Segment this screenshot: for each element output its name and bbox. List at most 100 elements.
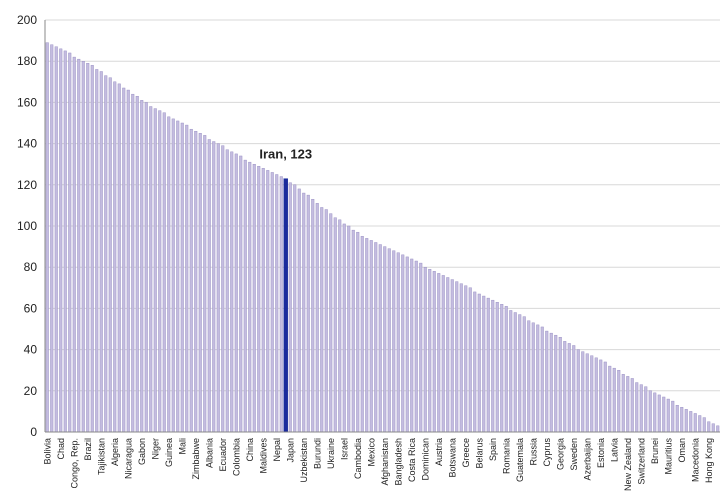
bar bbox=[468, 287, 472, 433]
x-tick-label: Dominican bbox=[420, 438, 430, 481]
bar bbox=[153, 108, 157, 433]
bar bbox=[369, 240, 373, 433]
x-tick-label: Maldives bbox=[258, 438, 268, 474]
x-tick-label: Congo, Rep. bbox=[69, 438, 79, 489]
bar bbox=[342, 223, 346, 433]
bar bbox=[108, 77, 112, 433]
y-tick-label: 60 bbox=[24, 301, 38, 315]
x-tick-label: Japan bbox=[285, 438, 295, 463]
bar bbox=[176, 120, 180, 433]
bar bbox=[378, 244, 382, 433]
x-tick-label: Oman bbox=[677, 438, 687, 463]
bar bbox=[221, 145, 225, 433]
bar bbox=[351, 229, 355, 433]
x-tick-label: Guatemala bbox=[515, 438, 525, 482]
bar bbox=[707, 421, 711, 433]
bar bbox=[293, 184, 297, 433]
x-tick-label: Tajikistan bbox=[96, 438, 106, 475]
bar bbox=[540, 326, 544, 433]
bar bbox=[675, 405, 679, 433]
x-tick-label: Hong Kong bbox=[704, 438, 714, 483]
bar bbox=[72, 56, 76, 433]
bar bbox=[644, 386, 648, 433]
x-tick-label: Latvia bbox=[609, 438, 619, 462]
bar bbox=[401, 254, 405, 433]
bar bbox=[288, 182, 292, 433]
bar bbox=[513, 312, 517, 433]
bar bbox=[167, 116, 171, 433]
bar bbox=[149, 106, 153, 433]
bar bbox=[603, 361, 607, 433]
y-tick-label: 100 bbox=[17, 219, 37, 233]
bar bbox=[198, 133, 202, 433]
bar bbox=[180, 122, 184, 433]
bar bbox=[90, 65, 94, 433]
x-tick-label: Mali bbox=[177, 438, 187, 455]
x-tick-label: Brunei bbox=[650, 438, 660, 464]
bar bbox=[446, 277, 450, 433]
x-tick-label: Austria bbox=[434, 438, 444, 466]
bar bbox=[243, 159, 247, 433]
bar bbox=[662, 396, 666, 433]
x-tick-label: New Zealand bbox=[623, 438, 633, 491]
x-tick-label: Romania bbox=[501, 438, 511, 474]
bar bbox=[536, 324, 540, 433]
bar bbox=[693, 413, 697, 433]
bar bbox=[630, 378, 634, 433]
bar bbox=[684, 409, 688, 433]
bar bbox=[527, 320, 531, 433]
bar bbox=[270, 172, 274, 433]
bar bbox=[608, 365, 612, 433]
bar bbox=[324, 209, 328, 433]
bar bbox=[590, 355, 594, 433]
bar bbox=[306, 194, 310, 433]
bar bbox=[252, 163, 256, 433]
bar bbox=[171, 118, 175, 433]
bar bbox=[261, 168, 265, 433]
bar bbox=[581, 351, 585, 433]
bar bbox=[455, 281, 459, 433]
bar bbox=[329, 213, 333, 433]
y-tick-label: 120 bbox=[17, 178, 37, 192]
bar bbox=[194, 131, 198, 433]
bar bbox=[423, 267, 427, 433]
x-tick-label: Ukraine bbox=[326, 438, 336, 469]
bar bbox=[45, 42, 49, 433]
y-tick-label: 40 bbox=[24, 343, 38, 357]
x-tick-label: Mexico bbox=[366, 438, 376, 467]
bar bbox=[450, 279, 454, 433]
bar bbox=[689, 411, 693, 433]
bar bbox=[158, 110, 162, 433]
bar bbox=[59, 48, 63, 433]
bar bbox=[216, 143, 220, 433]
bar bbox=[482, 295, 486, 433]
x-tick-label: Switzerland bbox=[636, 438, 646, 485]
bar bbox=[473, 291, 477, 433]
bar bbox=[635, 382, 639, 433]
y-tick-label: 0 bbox=[30, 425, 37, 439]
bar bbox=[486, 297, 490, 433]
x-tick-label: Belarus bbox=[474, 438, 484, 469]
x-tick-label: Greece bbox=[461, 438, 471, 468]
bar bbox=[374, 242, 378, 433]
bar bbox=[441, 275, 445, 433]
bar bbox=[653, 392, 657, 433]
bar bbox=[104, 75, 108, 433]
bar bbox=[698, 415, 702, 433]
bar bbox=[283, 178, 288, 433]
bar bbox=[626, 376, 630, 433]
bar bbox=[639, 384, 643, 433]
bar bbox=[504, 306, 508, 433]
x-tick-label: Georgia bbox=[555, 438, 565, 470]
bar bbox=[621, 374, 625, 433]
bar bbox=[144, 102, 148, 433]
y-tick-label: 140 bbox=[17, 137, 37, 151]
bar bbox=[311, 199, 315, 433]
bar bbox=[549, 332, 553, 433]
bar bbox=[531, 322, 535, 433]
bar bbox=[68, 52, 72, 433]
x-tick-label: Burundi bbox=[312, 438, 322, 469]
bar bbox=[135, 96, 139, 433]
x-tick-label: Zimbabwe bbox=[191, 438, 201, 480]
bar bbox=[666, 398, 670, 433]
